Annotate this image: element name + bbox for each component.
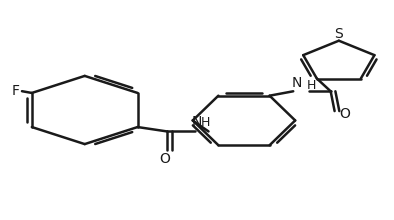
Text: F: F: [12, 84, 20, 98]
Text: H: H: [307, 79, 316, 92]
Text: O: O: [339, 107, 350, 121]
Text: S: S: [335, 27, 343, 41]
Text: N: N: [191, 115, 202, 129]
Text: O: O: [160, 152, 171, 166]
Text: H: H: [201, 116, 210, 129]
Text: N: N: [292, 76, 302, 90]
